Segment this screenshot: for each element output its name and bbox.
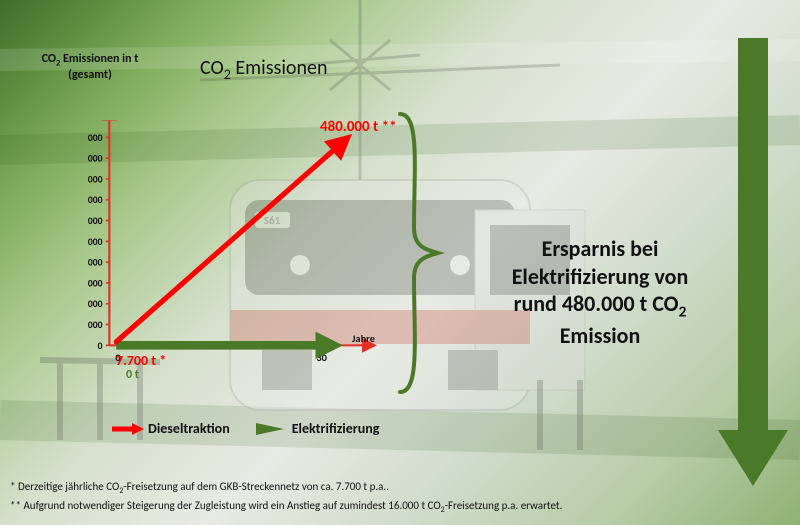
footnote-1: * Derzeitige jährliche CO2-Freisetzung a… [10, 479, 562, 498]
savings-text: Ersparnis bei Elektrifizierung von rund … [490, 235, 710, 349]
legend: Dieseltraktion Elektrifizierung [110, 420, 379, 437]
svg-text:30: 30 [316, 351, 327, 364]
svg-text:100 000: 100 000 [88, 298, 103, 310]
legend-item-diesel: Dieseltraktion [110, 420, 230, 437]
y-ticks: 0 50 000 100 000 150 000 200 000 250 000… [88, 132, 109, 352]
svg-text:400 000: 400 000 [88, 173, 103, 185]
svg-text:200 000: 200 000 [88, 257, 103, 269]
diesel-start-label: 7.700 t * [116, 352, 166, 369]
chart-title: CO2 Emissionen [200, 56, 327, 83]
legend-label: Dieseltraktion [148, 420, 230, 437]
svg-text:350 000: 350 000 [88, 194, 103, 206]
brace-icon [392, 108, 452, 398]
footnote-2: ** Aufgrund notwendiger Steigerung der Z… [10, 498, 562, 517]
diesel-end-label: 480.000 t ** [320, 118, 397, 136]
y-axis-title: CO2 Emissionen in t(gesamt) [30, 52, 150, 83]
elektro-start-label: 0 t [126, 368, 139, 382]
svg-text:450 000: 450 000 [88, 153, 103, 165]
legend-item-elektro: Elektrifizierung [254, 420, 380, 437]
svg-text:150 000: 150 000 [88, 277, 103, 289]
svg-text:500 000: 500 000 [88, 132, 103, 144]
legend-label: Elektrifizierung [292, 420, 380, 437]
footnotes: * Derzeitige jährliche CO2-Freisetzung a… [10, 479, 562, 517]
emissions-chart: 0 50 000 100 000 150 000 200 000 250 000… [88, 120, 408, 380]
series-dieseltraktion [116, 148, 336, 342]
svg-text:50 000: 50 000 [88, 319, 103, 331]
svg-text:0: 0 [98, 340, 103, 352]
svg-text:250 000: 250 000 [88, 236, 103, 248]
svg-text:300 000: 300 000 [88, 215, 103, 227]
down-arrow-icon [718, 38, 788, 488]
svg-text:Jahre: Jahre [352, 332, 375, 345]
infographic-canvas: S61 CO2 Emissionen in t(gesamt) CO2 Emis… [0, 0, 800, 525]
